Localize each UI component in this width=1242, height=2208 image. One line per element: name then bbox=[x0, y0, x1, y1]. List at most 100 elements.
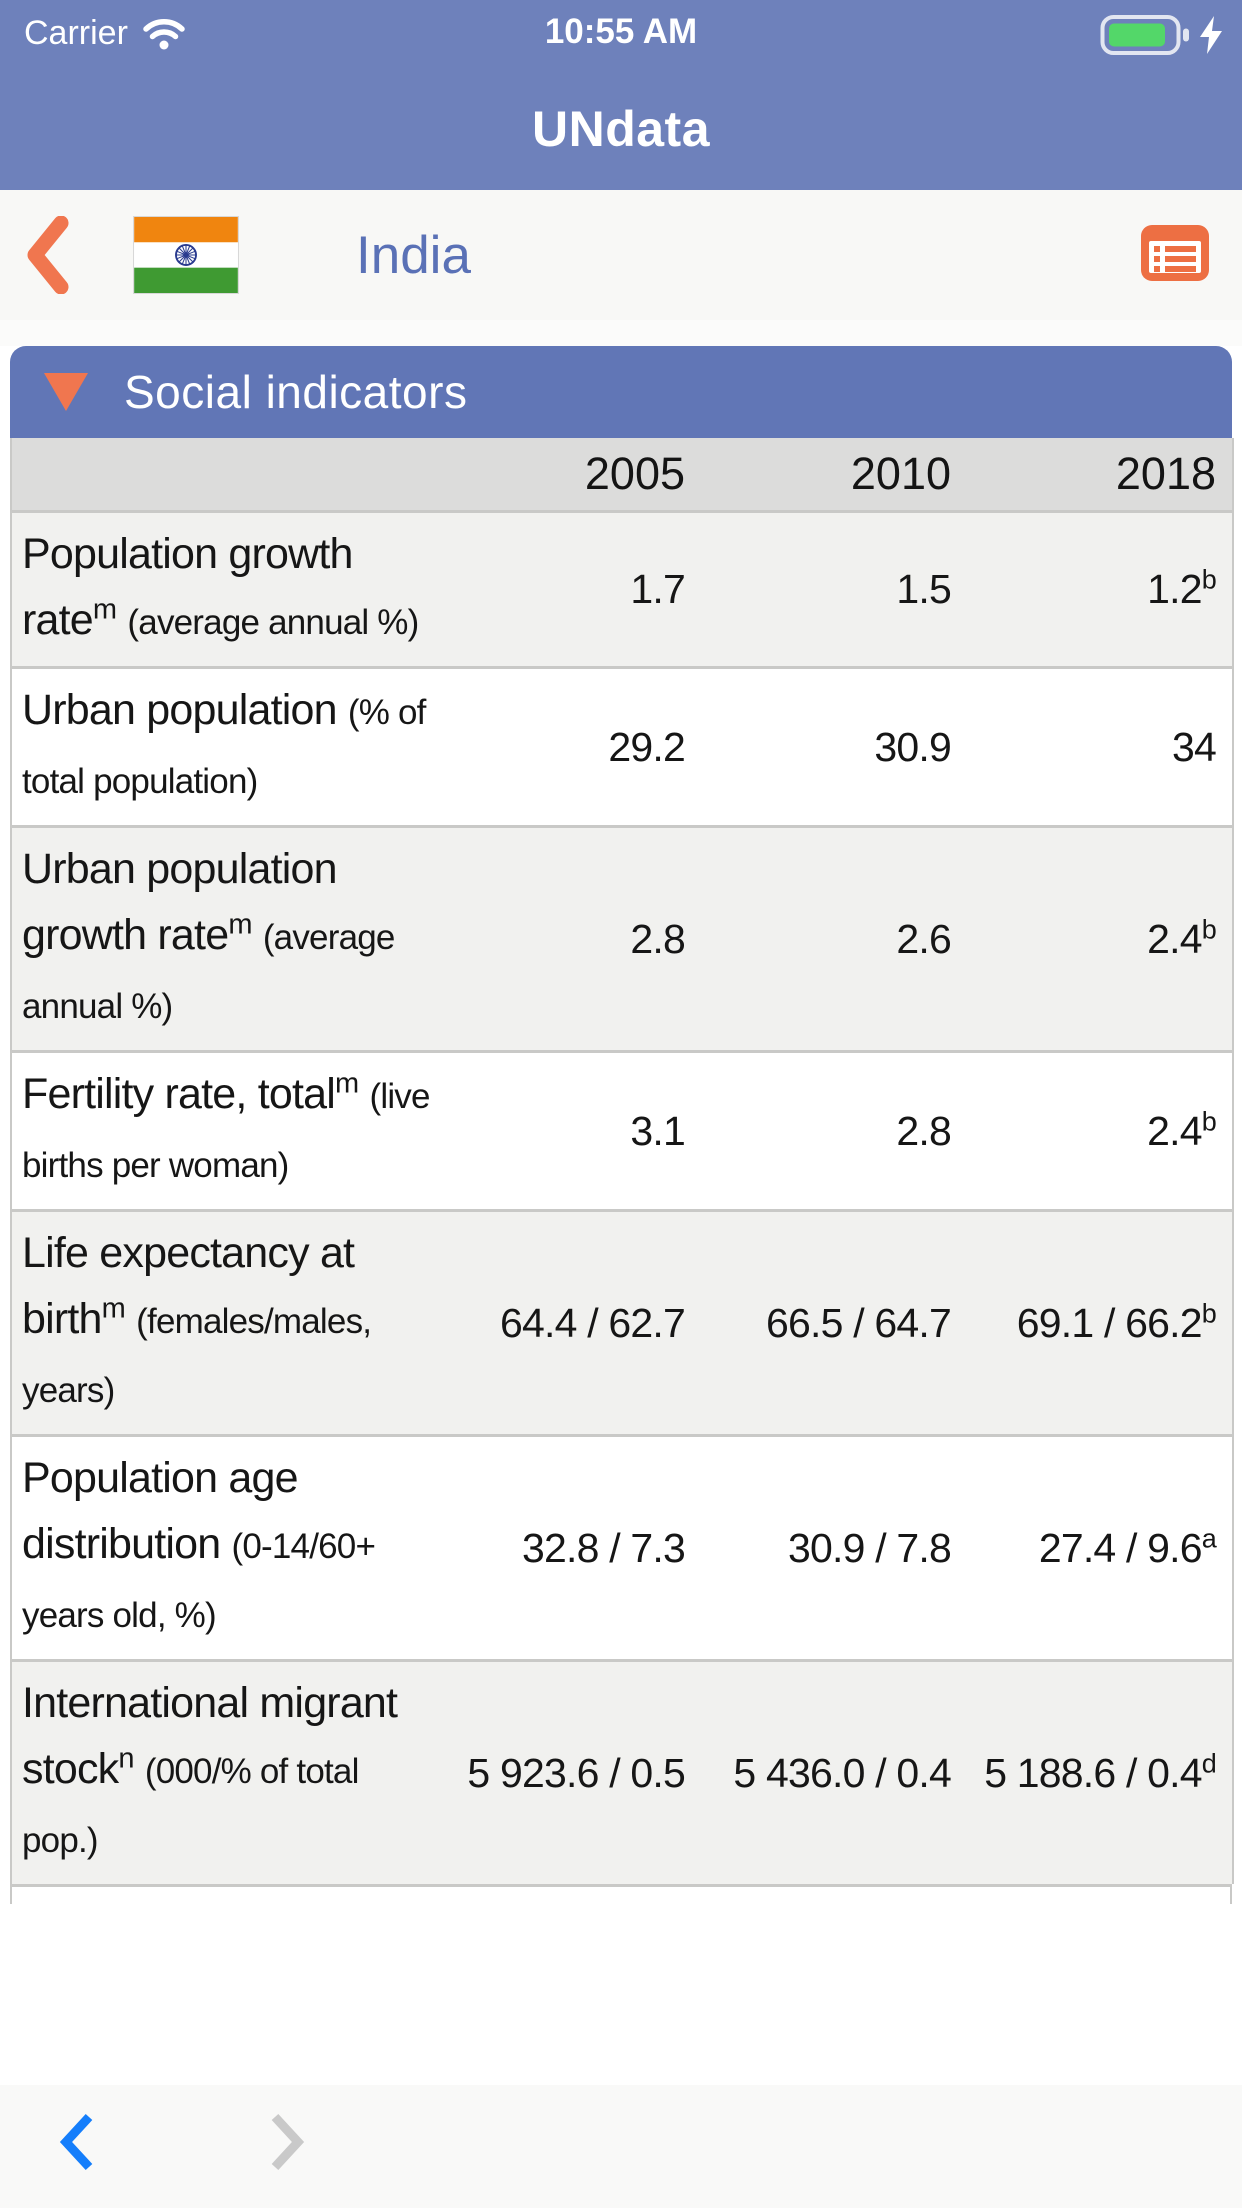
value-text: 69.1 / 66.2 bbox=[1016, 1299, 1203, 1346]
indicator-label: Urban population (% of total population) bbox=[11, 668, 435, 827]
back-button[interactable] bbox=[24, 215, 94, 295]
value-text: 2.4 bbox=[1147, 1107, 1202, 1154]
footnote-marker: d bbox=[1201, 1747, 1217, 1778]
indicator-unit: (000/% of total pop.) bbox=[22, 1752, 359, 1860]
list-icon bbox=[1140, 225, 1210, 286]
time-label: 10:55 AM bbox=[544, 12, 698, 51]
value-cell: 1.5 bbox=[701, 512, 967, 668]
footnote-marker: m bbox=[92, 593, 117, 626]
value-cell: 30.9 bbox=[701, 668, 967, 827]
indicators-table: 2005 2010 2018 Population growth ratem (… bbox=[10, 438, 1234, 1884]
india-flag bbox=[134, 217, 238, 293]
value-text: 30.9 bbox=[874, 723, 951, 770]
value-cell: 2.6 bbox=[701, 827, 967, 1052]
indicator-name: Life expectancy at birth bbox=[22, 1229, 355, 1343]
chevron-left-icon bbox=[58, 2113, 96, 2176]
value-cell: 5 436.0 / 0.4 bbox=[701, 1661, 967, 1885]
value-text: 2.8 bbox=[896, 1107, 951, 1154]
table-row: Life expectancy at birthm (females/males… bbox=[11, 1210, 1233, 1436]
indicator-unit: (average annual %) bbox=[22, 918, 395, 1026]
chevron-right-icon bbox=[268, 2113, 306, 2176]
indicator-label: Urban population growth ratem (average a… bbox=[11, 827, 435, 1052]
indicator-name: Population age distribution bbox=[22, 1454, 299, 1568]
wifi-icon bbox=[142, 17, 186, 51]
value-text: 29.2 bbox=[608, 723, 685, 770]
section-header-social-indicators[interactable]: Social indicators bbox=[10, 346, 1232, 438]
label-column-header bbox=[11, 438, 435, 512]
indicator-name: Urban population bbox=[22, 686, 338, 734]
year-header: 2010 bbox=[850, 448, 951, 499]
value-cell: 32.8 / 7.3 bbox=[435, 1436, 701, 1661]
indicator-label: Population age distribution (0-14/60+ ye… bbox=[11, 1436, 435, 1661]
triangle-down-icon bbox=[44, 373, 88, 411]
footnote-marker: b bbox=[1201, 1105, 1217, 1136]
value-cell: 3.1 bbox=[435, 1052, 701, 1211]
value-text: 27.4 / 9.6 bbox=[1038, 1524, 1203, 1571]
footnote-marker: m bbox=[334, 1067, 359, 1100]
value-cell: 29.2 bbox=[435, 668, 701, 827]
value-text: 5 188.6 / 0.4 bbox=[984, 1749, 1202, 1796]
section-title: Social indicators bbox=[124, 366, 468, 418]
value-cell: 2.8 bbox=[701, 1052, 967, 1211]
value-cell: 2.8 bbox=[435, 827, 701, 1052]
table-row: Urban population (% of total population)… bbox=[11, 667, 1233, 827]
footnote-marker: b bbox=[1201, 1297, 1217, 1328]
app-header: Carrier 10:55 AM bbox=[0, 0, 1242, 190]
value-text: 3.1 bbox=[630, 1107, 685, 1154]
indicator-label: International migrant stockn (000/% of t… bbox=[11, 1661, 435, 1885]
footnote-marker: b bbox=[1201, 564, 1217, 595]
spacer bbox=[0, 320, 1242, 346]
battery-icon bbox=[1100, 12, 1192, 58]
indicator-name: Urban population growth rate bbox=[22, 845, 338, 959]
year-header-row: 2005 2010 2018 bbox=[11, 438, 1233, 512]
value-text: 64.4 / 62.7 bbox=[500, 1299, 686, 1346]
table-row: Fertility rate, totalm (live births per … bbox=[11, 1051, 1233, 1211]
table-row: Population growth ratem (average annual … bbox=[11, 511, 1233, 668]
value-cell: 69.1 / 66.2b bbox=[967, 1211, 1233, 1436]
forward-nav-button[interactable] bbox=[268, 2111, 306, 2173]
footnote-marker: b bbox=[1201, 913, 1217, 944]
indicator-unit: (average annual %) bbox=[127, 603, 419, 642]
value-text: 34 bbox=[1171, 723, 1217, 770]
app-title: UNdata bbox=[531, 101, 711, 157]
value-cell: 1.7 bbox=[435, 512, 701, 668]
bottom-toolbar bbox=[0, 2085, 1242, 2208]
value-cell: 66.5 / 64.7 bbox=[701, 1211, 967, 1436]
value-cell: 30.9 / 7.8 bbox=[701, 1436, 967, 1661]
indicator-unit: (0-14/60+ years old, %) bbox=[22, 1527, 376, 1635]
carrier-label: Carrier bbox=[24, 14, 128, 52]
indicator-label: Population growth ratem (average annual … bbox=[11, 512, 435, 668]
value-cell: 64.4 / 62.7 bbox=[435, 1211, 701, 1436]
country-title: India bbox=[356, 225, 471, 285]
value-cell: 1.2b bbox=[967, 512, 1233, 668]
value-text: 2.8 bbox=[630, 915, 685, 962]
indicator-name: Population growth rate bbox=[22, 530, 353, 644]
footnote-marker: n bbox=[118, 1742, 134, 1775]
value-cell: 2.4b bbox=[967, 827, 1233, 1052]
value-text: 2.4 bbox=[1147, 915, 1202, 962]
value-cell: 5 923.6 / 0.5 bbox=[435, 1661, 701, 1885]
indicator-unit: (% of total population) bbox=[22, 693, 426, 801]
value-text: 2.6 bbox=[896, 915, 951, 962]
footnote-marker: m bbox=[228, 908, 252, 941]
value-text: 5 923.6 / 0.5 bbox=[467, 1749, 685, 1796]
value-text: 1.5 bbox=[896, 566, 951, 612]
nav-bar: India bbox=[0, 190, 1242, 320]
year-header: 2018 bbox=[1115, 448, 1216, 499]
indicator-unit: (females/males, years) bbox=[22, 1302, 372, 1410]
value-cell: 27.4 / 9.6a bbox=[967, 1436, 1233, 1661]
indicator-name: Fertility rate, total bbox=[22, 1070, 336, 1118]
list-button[interactable] bbox=[1140, 224, 1210, 282]
value-text: 66.5 / 64.7 bbox=[766, 1299, 952, 1346]
value-cell: 2.4b bbox=[967, 1052, 1233, 1211]
indicator-label: Life expectancy at birthm (females/males… bbox=[11, 1211, 435, 1436]
value-text: 30.9 / 7.8 bbox=[788, 1524, 952, 1571]
clipped-next-row bbox=[10, 1884, 1232, 1904]
back-nav-button[interactable] bbox=[58, 2111, 96, 2173]
value-text: 1.7 bbox=[630, 566, 685, 612]
value-text: 1.2 bbox=[1147, 566, 1202, 612]
value-text: 5 436.0 / 0.4 bbox=[733, 1749, 951, 1796]
value-text: 32.8 / 7.3 bbox=[522, 1524, 686, 1571]
chevron-left-icon bbox=[24, 215, 70, 295]
footnote-marker: m bbox=[101, 1292, 126, 1325]
